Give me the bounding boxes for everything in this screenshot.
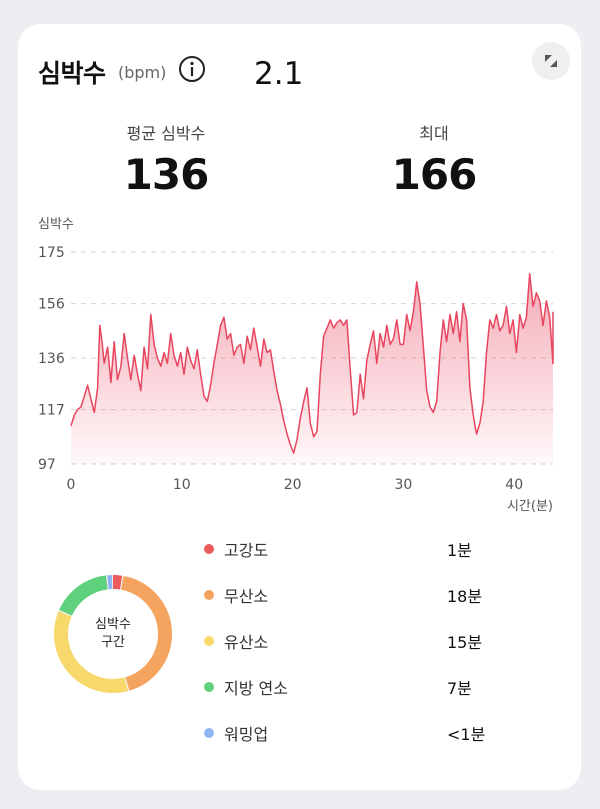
zone-color-dot xyxy=(204,728,214,738)
heart-rate-area xyxy=(71,273,553,464)
y-tick-label: 136 xyxy=(38,351,65,367)
x-axis-title: 시간(분) xyxy=(507,499,553,514)
zone-label: 지방 연소 xyxy=(224,679,288,698)
zone-label: 고강도 xyxy=(224,541,269,560)
donut-segment xyxy=(54,575,172,693)
avg-hr-label: 평균 심박수 xyxy=(126,124,206,143)
expand-button[interactable] xyxy=(532,42,570,80)
heart-rate-chart: 심박수 97 117 136 156 175 0 10 20 30 40 시간(분) xyxy=(38,217,554,514)
y-tick-label: 156 xyxy=(38,297,65,313)
zone-row: 유산소 15분 xyxy=(204,629,504,653)
zone-duration: 18분 xyxy=(447,587,483,606)
card-title: 심박수 xyxy=(38,59,106,88)
zone-duration: 1분 xyxy=(447,541,472,560)
zone-label: 워밍업 xyxy=(224,725,269,744)
y-tick-label: 175 xyxy=(38,245,65,261)
x-tick-label: 0 xyxy=(67,477,76,493)
avg-hr-value: 136 xyxy=(123,150,210,199)
zone-row: 무산소 18분 xyxy=(204,583,504,607)
zone-color-dot xyxy=(204,544,214,554)
collapse-icon xyxy=(545,55,557,67)
zone-duration: <1분 xyxy=(447,725,486,744)
donut-title-line2: 구간 xyxy=(101,635,125,650)
y-tick-label: 97 xyxy=(38,457,56,473)
zone-color-dot xyxy=(204,682,214,692)
zone-color-dot xyxy=(204,636,214,646)
donut-title-line1: 심박수 xyxy=(95,617,131,632)
y-axis-title: 심박수 xyxy=(38,217,74,232)
donut-segment xyxy=(54,575,172,693)
zone-label: 무산소 xyxy=(224,587,269,606)
unit-label: (bpm) xyxy=(118,63,167,82)
max-hr-label: 최대 xyxy=(419,124,449,143)
zone-row: 고강도 1분 xyxy=(204,537,504,561)
x-tick-label: 30 xyxy=(394,477,412,493)
zone-duration: 15분 xyxy=(447,633,483,652)
zone-row: 지방 연소 7분 xyxy=(204,675,504,699)
x-tick-label: 40 xyxy=(505,477,523,493)
x-tick-label: 20 xyxy=(284,477,302,493)
x-tick-label: 10 xyxy=(173,477,191,493)
max-hr-value: 166 xyxy=(391,150,478,199)
donut-center-label: 심박수 구간 xyxy=(48,569,178,699)
zone-color-dot xyxy=(204,590,214,600)
zone-duration: 7분 xyxy=(447,679,472,698)
heart-rate-card: 심박수 (bpm) 2.1 평균 심박수 136 최대 166 심박수 97 117… xyxy=(18,24,581,790)
info-icon[interactable] xyxy=(178,55,206,83)
zone-row: 워밍업 <1분 xyxy=(204,721,504,745)
zone-donut xyxy=(54,575,172,693)
version-label: 2.1 xyxy=(254,56,304,92)
y-tick-label: 117 xyxy=(38,403,65,419)
heart-rate-line xyxy=(70,272,554,454)
donut-segment xyxy=(54,575,172,693)
zone-label: 유산소 xyxy=(224,633,269,652)
